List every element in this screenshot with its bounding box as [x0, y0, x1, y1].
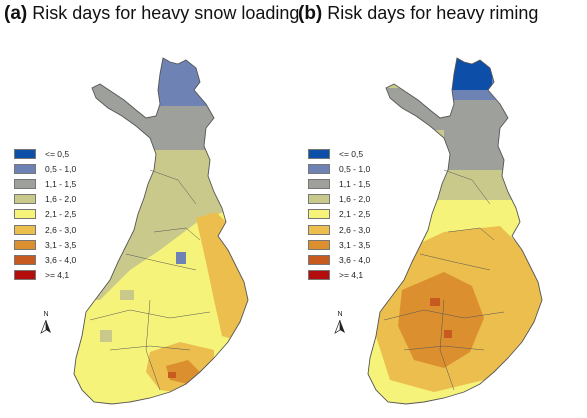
legend-entry: 1,1 - 1,5	[308, 176, 370, 191]
legend-swatch	[14, 148, 36, 159]
legend-swatch	[14, 270, 36, 281]
north-arrow-icon: N	[334, 311, 346, 336]
legend-label: <= 0,5	[339, 148, 364, 159]
legend-swatch	[308, 209, 330, 220]
legend-label: 1,6 - 2,0	[45, 194, 77, 205]
legend-entry: >= 4,1	[308, 268, 370, 283]
panel-riming: (b) Risk days for heavy riming <= 0,5 0,…	[294, 0, 587, 418]
legend-label: 1,1 - 1,5	[339, 178, 371, 189]
legend-label: 2,6 - 3,0	[45, 224, 77, 235]
legend-entry: 3,6 - 4,0	[308, 252, 370, 267]
legend-swatch	[14, 239, 36, 250]
legend-swatch	[308, 224, 330, 235]
legend-label: >= 4,1	[339, 270, 364, 281]
legend-entry: 2,6 - 3,0	[14, 222, 76, 237]
legend-swatch	[308, 254, 330, 265]
north-arrow-icon: N	[40, 311, 52, 336]
legend-label: 2,6 - 3,0	[339, 224, 371, 235]
legend-label: 2,1 - 2,5	[339, 209, 371, 220]
legend-swatch	[14, 254, 36, 265]
legend-entry: <= 0,5	[14, 146, 76, 161]
legend-entry: 3,6 - 4,0	[14, 252, 76, 267]
legend-label: >= 4,1	[45, 270, 70, 281]
legend-swatch	[308, 194, 330, 205]
legend-entry: 3,1 - 3,5	[308, 237, 370, 252]
legend-label: 1,6 - 2,0	[339, 194, 371, 205]
panel-snow-loading: (a) Risk days for heavy snow loading <= …	[0, 0, 299, 418]
legend-label: 0,5 - 1,0	[45, 163, 77, 174]
panel-label-a: (a)	[4, 3, 28, 24]
legend-entry: 3,1 - 3,5	[14, 237, 76, 252]
legend-entry: >= 4,1	[14, 268, 76, 283]
legend-label: 3,1 - 3,5	[339, 239, 371, 250]
legend-entry: 2,1 - 2,5	[308, 207, 370, 222]
panel-title-a: (a) Risk days for heavy snow loading	[4, 3, 299, 25]
panel-label-b: (b)	[298, 3, 323, 24]
legend-swatch	[308, 163, 330, 174]
finland-risk-map-snow-loading	[73, 57, 249, 405]
legend-entry: 0,5 - 1,0	[308, 161, 370, 176]
north-arrow-glyph	[334, 320, 345, 334]
legend-label: 3,6 - 4,0	[45, 254, 77, 265]
legend-label: 3,6 - 4,0	[339, 254, 371, 265]
legend-swatch	[308, 178, 330, 189]
legend-swatch	[14, 224, 36, 235]
north-arrow-glyph	[40, 320, 51, 334]
legend-label: 3,1 - 3,5	[45, 239, 77, 250]
finland-risk-map-riming	[367, 57, 543, 405]
legend-entry: 2,6 - 3,0	[308, 222, 370, 237]
legend-swatch	[14, 163, 36, 174]
legend-a: <= 0,5 0,5 - 1,0 1,1 - 1,5 1,6 - 2,0 2,1…	[14, 146, 76, 283]
panel-title-text-b: Risk days for heavy riming	[327, 3, 539, 23]
legend-entry: 0,5 - 1,0	[14, 161, 76, 176]
legend-entry: 1,1 - 1,5	[14, 176, 76, 191]
legend-entry: 1,6 - 2,0	[308, 192, 370, 207]
legend-entry: 2,1 - 2,5	[14, 207, 76, 222]
panel-title-text-a: Risk days for heavy snow loading	[32, 3, 300, 23]
legend-b: <= 0,5 0,5 - 1,0 1,1 - 1,5 1,6 - 2,0 2,1…	[308, 146, 370, 283]
legend-swatch	[308, 148, 330, 159]
legend-swatch	[14, 178, 36, 189]
legend-entry: <= 0,5	[308, 146, 370, 161]
legend-swatch	[14, 194, 36, 205]
legend-label: 2,1 - 2,5	[45, 209, 77, 220]
legend-swatch	[308, 239, 330, 250]
north-label: N	[43, 311, 49, 318]
legend-label: <= 0,5	[45, 148, 70, 159]
legend-label: 1,1 - 1,5	[45, 178, 77, 189]
legend-swatch	[308, 270, 330, 281]
legend-entry: 1,6 - 2,0	[14, 192, 76, 207]
north-label: N	[337, 311, 343, 318]
legend-label: 0,5 - 1,0	[339, 163, 371, 174]
panel-title-b: (b) Risk days for heavy riming	[298, 3, 538, 25]
legend-swatch	[14, 209, 36, 220]
